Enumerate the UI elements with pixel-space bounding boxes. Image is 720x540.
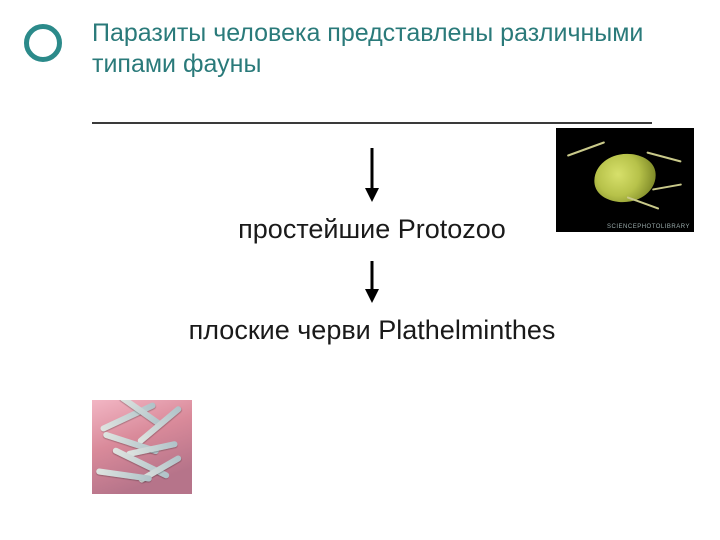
worm-shape <box>96 468 152 482</box>
title-underline <box>92 122 652 124</box>
arrow-down-icon <box>92 146 652 202</box>
label-protozoa: простейшие Protozoo <box>92 212 652 251</box>
arrow-down-icon <box>92 259 652 303</box>
slide-title: Паразиты человека представлены различным… <box>92 18 652 80</box>
slide: Паразиты человека представлены различным… <box>0 0 720 540</box>
label-flatworms: плоские черви Plathelminthes <box>92 313 652 352</box>
flagellum-shape <box>652 183 682 190</box>
title-bullet-circle <box>24 24 62 62</box>
slide-body: простейшие Protozoo плоские черви Plathe… <box>92 138 652 352</box>
flatworms-image <box>92 400 192 494</box>
